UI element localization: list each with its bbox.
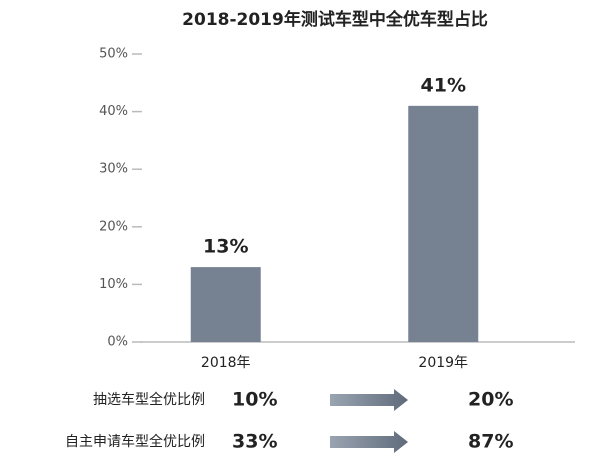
bar bbox=[408, 105, 479, 342]
to-value: 87% bbox=[468, 431, 513, 453]
value-label: 41% bbox=[421, 74, 466, 96]
to-value: 20% bbox=[468, 389, 513, 411]
arrow bbox=[330, 431, 408, 453]
x-tick-label: 2019年 bbox=[418, 355, 468, 371]
from-value: 33% bbox=[232, 431, 277, 453]
y-tick-label: 40% bbox=[99, 104, 128, 119]
y-tick-label: 10% bbox=[99, 277, 128, 292]
y-tick-label: 50% bbox=[99, 47, 128, 62]
row-label: 自主申请车型全优比例 bbox=[65, 433, 205, 450]
y-tick-label: 20% bbox=[99, 219, 128, 234]
arrow bbox=[330, 389, 408, 411]
row-label: 抽选车型全优比例 bbox=[93, 391, 205, 408]
value-label: 13% bbox=[203, 236, 248, 258]
y-tick-label: 30% bbox=[99, 162, 128, 177]
bar bbox=[190, 267, 261, 342]
x-tick-label: 2018年 bbox=[201, 355, 251, 371]
y-tick-label: 0% bbox=[107, 335, 128, 350]
from-value: 10% bbox=[232, 389, 277, 411]
chart-title: 2018-2019年测试车型中全优车型占比 bbox=[182, 9, 488, 30]
